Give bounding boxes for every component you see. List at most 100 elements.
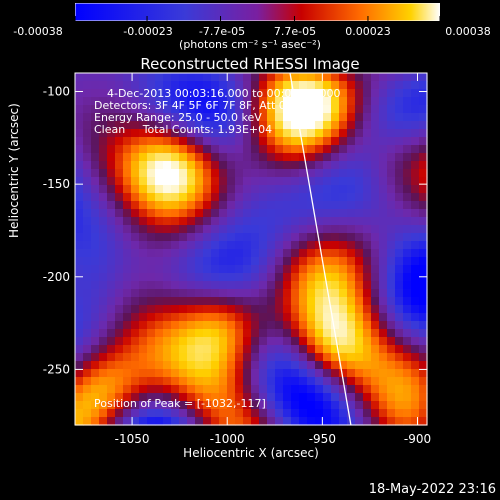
heatmap-cell (419, 185, 428, 194)
heatmap-cell (275, 81, 284, 90)
heatmap-cell (211, 137, 220, 146)
heatmap-cell (259, 225, 268, 234)
heatmap-cell (115, 273, 124, 282)
heatmap-cell (283, 409, 292, 418)
heatmap-cell (243, 193, 252, 202)
heatmap-cell (131, 81, 140, 90)
heatmap-cell (139, 209, 148, 218)
heatmap-cell (387, 385, 396, 394)
heatmap-cell (163, 305, 172, 314)
heatmap-cell (163, 201, 172, 210)
heatmap-cell (307, 305, 316, 314)
heatmap-cell (291, 73, 300, 82)
heatmap-cell (371, 169, 380, 178)
heatmap-cell (395, 97, 404, 106)
heatmap-cell (147, 265, 156, 274)
heatmap-cell (259, 321, 268, 330)
heatmap-cell (315, 97, 324, 106)
heatmap-cell (99, 209, 108, 218)
heatmap-cell (395, 81, 404, 90)
heatmap-cell (83, 105, 92, 114)
heatmap-cell (131, 177, 140, 186)
heatmap-cell (155, 337, 164, 346)
heatmap-cell (227, 145, 236, 154)
heatmap-cell (323, 185, 332, 194)
heatmap-cell (115, 241, 124, 250)
heatmap-cell (211, 265, 220, 274)
heatmap-cell (251, 361, 260, 370)
heatmap-cell (227, 185, 236, 194)
heatmap-cell (339, 161, 348, 170)
heatmap-cell (211, 105, 220, 114)
heatmap-cell (243, 153, 252, 162)
heatmap-cell (195, 209, 204, 218)
heatmap-cell (131, 305, 140, 314)
heatmap-cell (283, 329, 292, 338)
heatmap-cell (323, 73, 332, 82)
heatmap-cell (419, 369, 428, 378)
heatmap-cell (83, 217, 92, 226)
heatmap-cell (227, 97, 236, 106)
heatmap-cell (91, 393, 100, 402)
heatmap-cell (99, 377, 108, 386)
heatmap-cell (107, 177, 116, 186)
heatmap-cell (147, 209, 156, 218)
heatmap-cell (131, 345, 140, 354)
heatmap-cell (171, 409, 180, 418)
heatmap-cell (195, 289, 204, 298)
heatmap-cell (267, 329, 276, 338)
heatmap-cell (275, 257, 284, 266)
heatmap-cell (187, 89, 196, 98)
heatmap-cell (307, 313, 316, 322)
heatmap-cell (115, 145, 124, 154)
heatmap-cell (323, 289, 332, 298)
heatmap-cell (419, 361, 428, 370)
heatmap-cell (371, 177, 380, 186)
heatmap-cell (299, 241, 308, 250)
heatmap-cell (339, 313, 348, 322)
heatmap-cell (179, 233, 188, 242)
heatmap-cell (347, 417, 356, 426)
heatmap-cell (347, 105, 356, 114)
heatmap-cell (419, 345, 428, 354)
heatmap-cell (171, 105, 180, 114)
heatmap-cell (115, 129, 124, 138)
heatmap-cell (123, 281, 132, 290)
heatmap-cell (299, 153, 308, 162)
heatmap-cell (371, 113, 380, 122)
heatmap-cell (379, 201, 388, 210)
heatmap-cell (419, 169, 428, 178)
heatmap-cell (363, 137, 372, 146)
heatmap-cell (291, 249, 300, 258)
heatmap-cell (195, 201, 204, 210)
heatmap-cell (307, 353, 316, 362)
heatmap-cell (275, 385, 284, 394)
heatmap-cell (363, 385, 372, 394)
heatmap-cell (339, 97, 348, 106)
heatmap-cell (395, 313, 404, 322)
heatmap-cell (275, 273, 284, 282)
heatmap-cell (139, 313, 148, 322)
heatmap-cell (187, 337, 196, 346)
colorbar-tick-label: -7.7e-05 (198, 25, 246, 38)
heatmap-cell (147, 161, 156, 170)
heatmap-cell (339, 305, 348, 314)
heatmap-cell (147, 73, 156, 82)
heatmap-cell (419, 241, 428, 250)
heatmap-cell (171, 89, 180, 98)
heatmap-cell (395, 89, 404, 98)
heatmap-cell (131, 193, 140, 202)
heatmap-cell (99, 281, 108, 290)
heatmap-cell (299, 361, 308, 370)
heatmap-cell (155, 121, 164, 130)
heatmap-cell (323, 345, 332, 354)
heatmap-cell (259, 361, 268, 370)
heatmap-cell (387, 249, 396, 258)
heatmap-cell (179, 393, 188, 402)
heatmap-cell (83, 321, 92, 330)
heatmap-cell (235, 81, 244, 90)
heatmap-cell (235, 409, 244, 418)
heatmap-cell (355, 89, 364, 98)
heatmap-cell (371, 129, 380, 138)
heatmap-cell (243, 105, 252, 114)
